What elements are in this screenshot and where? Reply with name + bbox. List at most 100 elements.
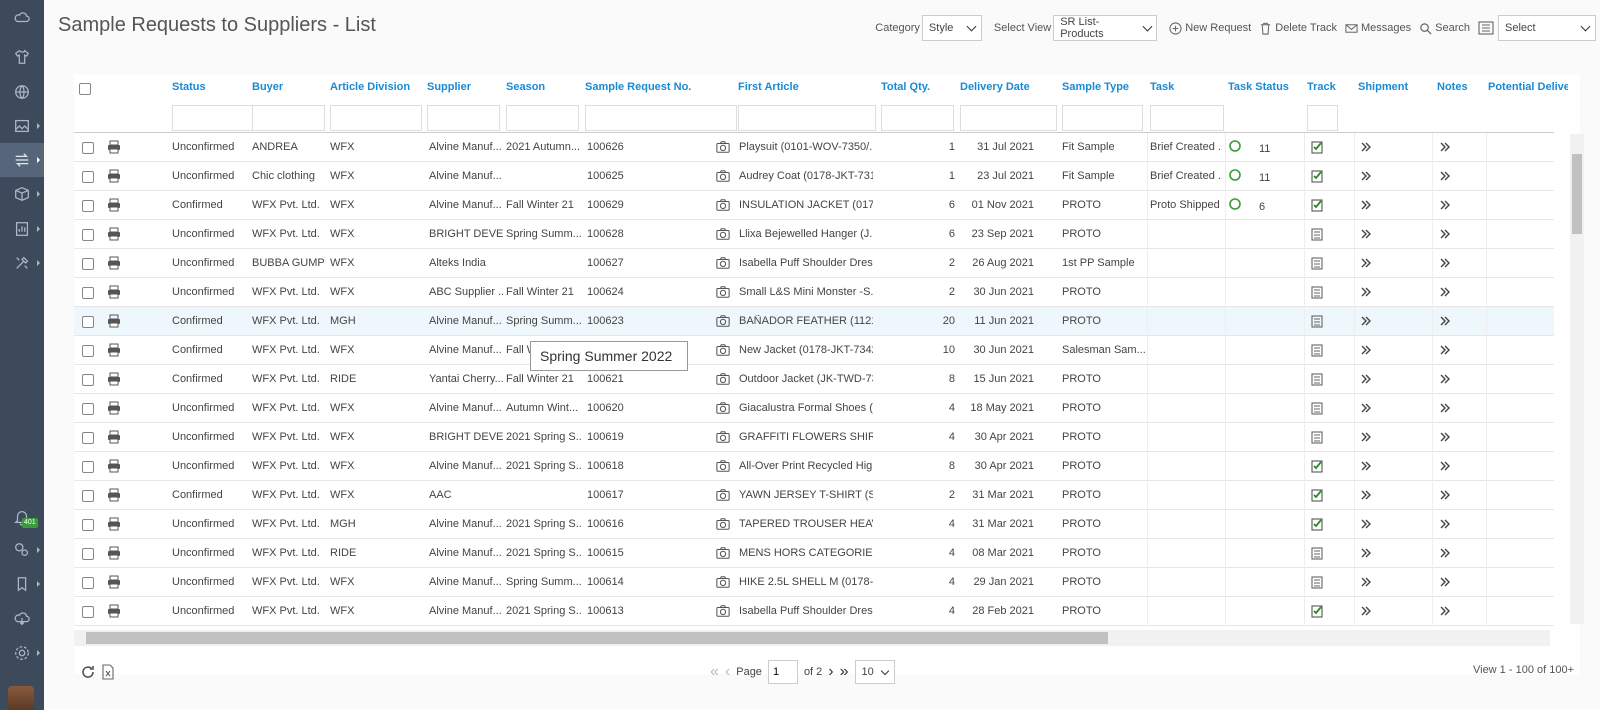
table-row[interactable]: Unconfirmed ANDREA WFX Alvine Manuf... 2021 …	[74, 133, 1554, 162]
notes-expand-icon[interactable]	[1438, 546, 1452, 563]
camera-icon[interactable]	[716, 227, 730, 244]
prev-page-icon[interactable]: ‹	[724, 663, 731, 680]
shipment-expand-icon[interactable]	[1359, 343, 1373, 360]
table-row[interactable]: Unconfirmed WFX Pvt. Ltd. WFX Alvine Manuf.…	[74, 394, 1554, 423]
select-dropdown[interactable]: Select	[1498, 15, 1596, 41]
box-icon[interactable]	[0, 177, 44, 211]
track-list-icon[interactable]	[1310, 546, 1324, 563]
column-header-supplier[interactable]: Supplier	[427, 81, 472, 93]
sample-request-icon[interactable]	[0, 143, 44, 177]
table-row[interactable]: Confirmed WFX Pvt. Ltd. RIDE Yantai Cherry.…	[74, 365, 1554, 394]
print-icon[interactable]	[107, 343, 121, 360]
camera-icon[interactable]	[716, 256, 730, 273]
row-checkbox[interactable]	[82, 171, 94, 183]
row-checkbox[interactable]	[82, 490, 94, 502]
new-request-button[interactable]: New Request	[1169, 21, 1251, 35]
column-header-season[interactable]: Season	[506, 81, 546, 93]
track-list-icon[interactable]	[1310, 314, 1324, 331]
shipment-expand-icon[interactable]	[1359, 285, 1373, 302]
notes-expand-icon[interactable]	[1438, 488, 1452, 505]
camera-icon[interactable]	[716, 372, 730, 389]
print-icon[interactable]	[107, 372, 121, 389]
notes-expand-icon[interactable]	[1438, 430, 1452, 447]
print-icon[interactable]	[107, 169, 121, 186]
refresh-icon[interactable]	[80, 664, 96, 683]
table-row[interactable]: Unconfirmed WFX Pvt. Ltd. WFX Alvine Manuf.…	[74, 597, 1554, 626]
column-header-sample-request-no[interactable]: Sample Request No.	[585, 81, 692, 93]
track-checked-icon[interactable]	[1310, 198, 1324, 215]
column-header-shipment[interactable]: Shipment	[1358, 81, 1409, 93]
first-page-icon[interactable]: «	[710, 663, 719, 680]
delete-track-button[interactable]: Delete Track	[1259, 22, 1337, 35]
last-page-icon[interactable]: »	[839, 663, 849, 680]
row-checkbox[interactable]	[82, 345, 94, 357]
shipment-expand-icon[interactable]	[1359, 575, 1373, 592]
track-list-icon[interactable]	[1310, 285, 1324, 302]
camera-icon[interactable]	[716, 401, 730, 418]
camera-icon[interactable]	[716, 517, 730, 534]
shipment-expand-icon[interactable]	[1359, 198, 1373, 215]
notes-expand-icon[interactable]	[1438, 285, 1452, 302]
column-header-notes[interactable]: Notes	[1437, 81, 1468, 93]
row-checkbox[interactable]	[82, 374, 94, 386]
page-size-select[interactable]: 10	[854, 660, 895, 684]
track-list-icon[interactable]	[1310, 401, 1324, 418]
filter-input-total-qty[interactable]	[881, 105, 954, 131]
notes-expand-icon[interactable]	[1438, 604, 1452, 621]
print-icon[interactable]	[107, 517, 121, 534]
notes-expand-icon[interactable]	[1438, 372, 1452, 389]
table-row[interactable]: Unconfirmed WFX Pvt. Ltd. WFX Alvine Manuf.…	[74, 452, 1554, 481]
row-checkbox[interactable]	[82, 577, 94, 589]
print-icon[interactable]	[107, 430, 121, 447]
notes-expand-icon[interactable]	[1438, 459, 1452, 476]
row-checkbox[interactable]	[82, 519, 94, 531]
row-checkbox[interactable]	[82, 403, 94, 415]
print-icon[interactable]	[107, 459, 121, 476]
camera-icon[interactable]	[716, 198, 730, 215]
notes-expand-icon[interactable]	[1438, 575, 1452, 592]
user-avatar[interactable]	[8, 686, 34, 710]
shipment-expand-icon[interactable]	[1359, 604, 1373, 621]
track-list-icon[interactable]	[1310, 372, 1324, 389]
column-header-potential-delivery-date[interactable]: Potential Delivery Da	[1488, 81, 1568, 93]
shipment-expand-icon[interactable]	[1359, 140, 1373, 157]
notes-expand-icon[interactable]	[1438, 227, 1452, 244]
track-checked-icon[interactable]	[1310, 140, 1324, 157]
vertical-scrollbar[interactable]	[1570, 134, 1584, 624]
table-row[interactable]: Unconfirmed WFX Pvt. Ltd. WFX BRIGHT DEVE..…	[74, 220, 1554, 249]
cloud-icon[interactable]	[0, 0, 44, 34]
row-checkbox[interactable]	[82, 316, 94, 328]
camera-icon[interactable]	[716, 343, 730, 360]
camera-icon[interactable]	[716, 169, 730, 186]
messages-button[interactable]: Messages	[1345, 22, 1411, 35]
shipment-expand-icon[interactable]	[1359, 314, 1373, 331]
print-icon[interactable]	[107, 314, 121, 331]
track-list-icon[interactable]	[1310, 343, 1324, 360]
camera-icon[interactable]	[716, 285, 730, 302]
filter-input-season[interactable]	[506, 105, 579, 131]
shipment-expand-icon[interactable]	[1359, 430, 1373, 447]
filter-input-buyer[interactable]	[252, 105, 325, 131]
track-checked-icon[interactable]	[1310, 169, 1324, 186]
track-list-icon[interactable]	[1310, 430, 1324, 447]
globe-icon[interactable]	[0, 75, 44, 109]
notes-expand-icon[interactable]	[1438, 198, 1452, 215]
print-icon[interactable]	[107, 198, 121, 215]
shirt-icon[interactable]	[0, 40, 44, 74]
column-header-delivery-date[interactable]: Delivery Date	[960, 81, 1030, 93]
filter-input-status[interactable]	[172, 105, 262, 131]
track-checked-icon[interactable]	[1310, 604, 1324, 621]
notes-expand-icon[interactable]	[1438, 343, 1452, 360]
row-checkbox[interactable]	[82, 229, 94, 241]
table-row[interactable]: Confirmed WFX Pvt. Ltd. WFX Alvine Manuf...…	[74, 191, 1554, 220]
filter-input-first-article[interactable]	[738, 105, 876, 131]
table-row[interactable]: Unconfirmed WFX Pvt. Ltd. WFX BRIGHT DEVE..…	[74, 423, 1554, 452]
print-icon[interactable]	[107, 546, 121, 563]
notes-expand-icon[interactable]	[1438, 140, 1452, 157]
print-icon[interactable]	[107, 227, 121, 244]
table-row[interactable]: Unconfirmed Chic clothing WFX Alvine Manuf.…	[74, 162, 1554, 191]
connections-icon[interactable]	[0, 533, 44, 567]
row-checkbox[interactable]	[82, 200, 94, 212]
shipment-expand-icon[interactable]	[1359, 227, 1373, 244]
shipment-expand-icon[interactable]	[1359, 256, 1373, 273]
